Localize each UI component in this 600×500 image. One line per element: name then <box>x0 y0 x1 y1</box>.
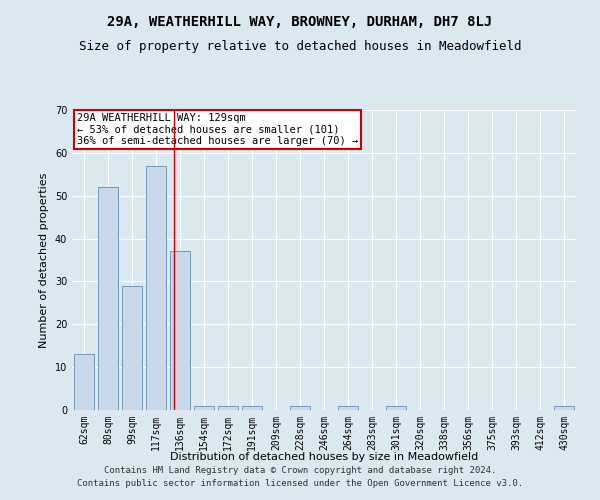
Y-axis label: Number of detached properties: Number of detached properties <box>39 172 49 348</box>
Text: 29A, WEATHERHILL WAY, BROWNEY, DURHAM, DH7 8LJ: 29A, WEATHERHILL WAY, BROWNEY, DURHAM, D… <box>107 15 493 29</box>
Text: Distribution of detached houses by size in Meadowfield: Distribution of detached houses by size … <box>170 452 478 462</box>
Bar <box>98 187 118 410</box>
Bar <box>386 406 406 410</box>
Text: 29A WEATHERHILL WAY: 129sqm
← 53% of detached houses are smaller (101)
36% of se: 29A WEATHERHILL WAY: 129sqm ← 53% of det… <box>77 113 358 146</box>
Bar <box>194 406 214 410</box>
Bar <box>74 354 94 410</box>
Bar <box>170 252 190 410</box>
Bar <box>242 406 262 410</box>
Bar <box>290 406 310 410</box>
Text: Contains HM Land Registry data © Crown copyright and database right 2024.
Contai: Contains HM Land Registry data © Crown c… <box>77 466 523 487</box>
Bar <box>554 406 574 410</box>
Text: Size of property relative to detached houses in Meadowfield: Size of property relative to detached ho… <box>79 40 521 53</box>
Bar <box>338 406 358 410</box>
Bar <box>218 406 238 410</box>
Bar <box>146 166 166 410</box>
Bar <box>122 286 142 410</box>
